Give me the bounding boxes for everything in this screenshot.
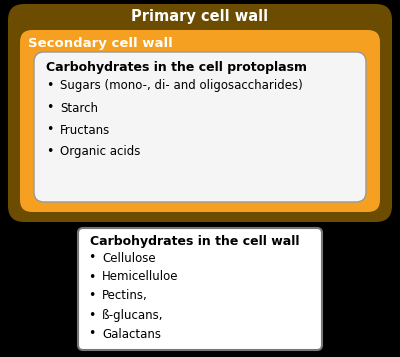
FancyBboxPatch shape	[34, 52, 366, 202]
Text: Pectins,: Pectins,	[102, 290, 148, 302]
Text: •: •	[46, 124, 53, 136]
FancyBboxPatch shape	[20, 30, 380, 212]
Text: Secondary cell wall: Secondary cell wall	[28, 37, 173, 50]
Text: Primary cell wall: Primary cell wall	[132, 10, 268, 25]
Text: ß-glucans,: ß-glucans,	[102, 308, 164, 322]
Text: •: •	[88, 251, 95, 265]
Text: Sugars (mono-, di- and oligosaccharides): Sugars (mono-, di- and oligosaccharides)	[60, 80, 303, 92]
Text: Starch: Starch	[60, 101, 98, 115]
FancyBboxPatch shape	[8, 4, 392, 222]
Text: •: •	[46, 101, 53, 115]
Text: •: •	[88, 290, 95, 302]
Text: •: •	[88, 308, 95, 322]
Text: •: •	[88, 327, 95, 341]
Text: •: •	[88, 271, 95, 283]
Text: •: •	[46, 80, 53, 92]
Text: Hemicelluloe: Hemicelluloe	[102, 271, 178, 283]
Text: Carbohydrates in the cell wall: Carbohydrates in the cell wall	[90, 235, 300, 247]
Text: Galactans: Galactans	[102, 327, 161, 341]
Text: Fructans: Fructans	[60, 124, 110, 136]
Text: Organic acids: Organic acids	[60, 146, 140, 159]
Text: Carbohydrates in the cell protoplasm: Carbohydrates in the cell protoplasm	[46, 61, 307, 75]
FancyBboxPatch shape	[78, 228, 322, 350]
Text: Cellulose: Cellulose	[102, 251, 156, 265]
Text: •: •	[46, 146, 53, 159]
